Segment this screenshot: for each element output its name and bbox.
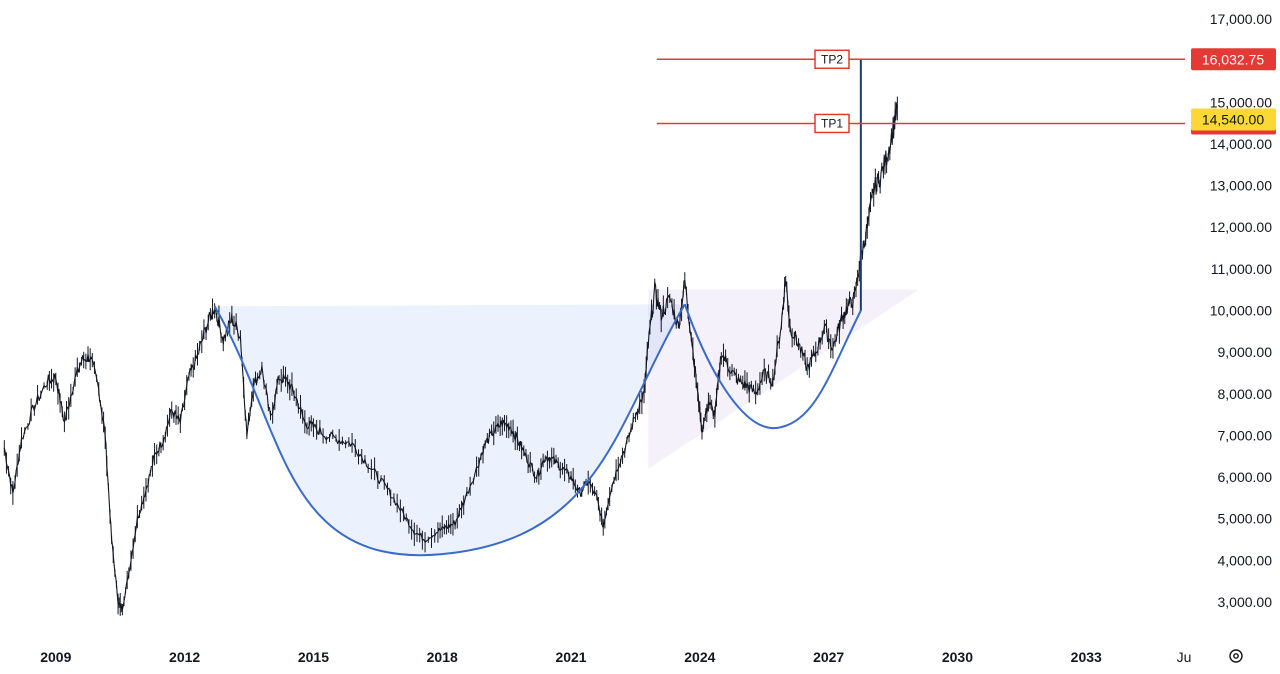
x-tick-label: 2009 — [40, 649, 71, 665]
tp2-label: TP2 — [821, 52, 843, 66]
x-tick-label: 2030 — [942, 649, 973, 665]
y-tick-label: 15,000.00 — [1210, 94, 1272, 110]
tp2-price-label: 16,032.75 — [1202, 51, 1264, 67]
y-tick-label: 9,000.00 — [1218, 344, 1273, 360]
tp1-label-box — [814, 113, 850, 134]
y-axis: 3,000.00 4,000.00 5,000.00 6,000.00 7,000.00… — [1210, 11, 1273, 610]
pattern-overlay-layer — [213, 59, 862, 557]
price-series-layer — [3, 96, 898, 616]
x-tick-label: 2015 — [298, 649, 329, 665]
y-tick-label: 11,000.00 — [1211, 261, 1272, 277]
x-tick-label: 2033 — [1071, 649, 1102, 665]
y-tick-label: 8,000.00 — [1218, 386, 1273, 402]
tp1-label: TP1 — [821, 116, 843, 130]
cup-fill — [214, 304, 685, 556]
fill-layer — [214, 289, 919, 556]
x-tick-label: 2021 — [555, 649, 586, 665]
x-tick-label: 2024 — [684, 649, 715, 665]
y-tick-label: 10,000.00 — [1210, 303, 1272, 319]
y-tick-label: 3,000.00 — [1218, 594, 1273, 610]
y-tick-label: 12,000.00 — [1210, 219, 1272, 235]
tp2-price-badge — [1191, 48, 1276, 71]
triangle-zone — [648, 289, 919, 469]
y-tick-label: 14,000.00 — [1210, 136, 1272, 152]
x-tick-label: 2012 — [169, 649, 200, 665]
tp2-label-box — [814, 49, 850, 70]
cup-curve — [213, 303, 686, 557]
last-price-badge — [1191, 108, 1276, 131]
x-tick-label: 2027 — [813, 649, 844, 665]
y-tick-label: 4,000.00 — [1218, 552, 1273, 568]
last-price-label: 14,540.00 — [1202, 111, 1264, 127]
y-tick-label: 17,000.00 — [1210, 11, 1272, 27]
gear-icon[interactable] — [1229, 649, 1243, 663]
x-tick-label: 2018 — [427, 649, 458, 665]
handle-curve — [683, 303, 862, 430]
y-tick-label: 13,000.00 — [1210, 178, 1272, 194]
y-tick-label: 6,000.00 — [1218, 469, 1273, 485]
y-tick-label: 7,000.00 — [1218, 427, 1273, 443]
chart-controls[interactable] — [1229, 649, 1243, 663]
x-axis: 2009 2012 2015 2018 2021 2024 2027 2030 2033 Ju — [40, 649, 1191, 665]
y-tick-label: 5,000.00 — [1218, 511, 1273, 527]
x-tick-label: Ju — [1177, 649, 1192, 665]
